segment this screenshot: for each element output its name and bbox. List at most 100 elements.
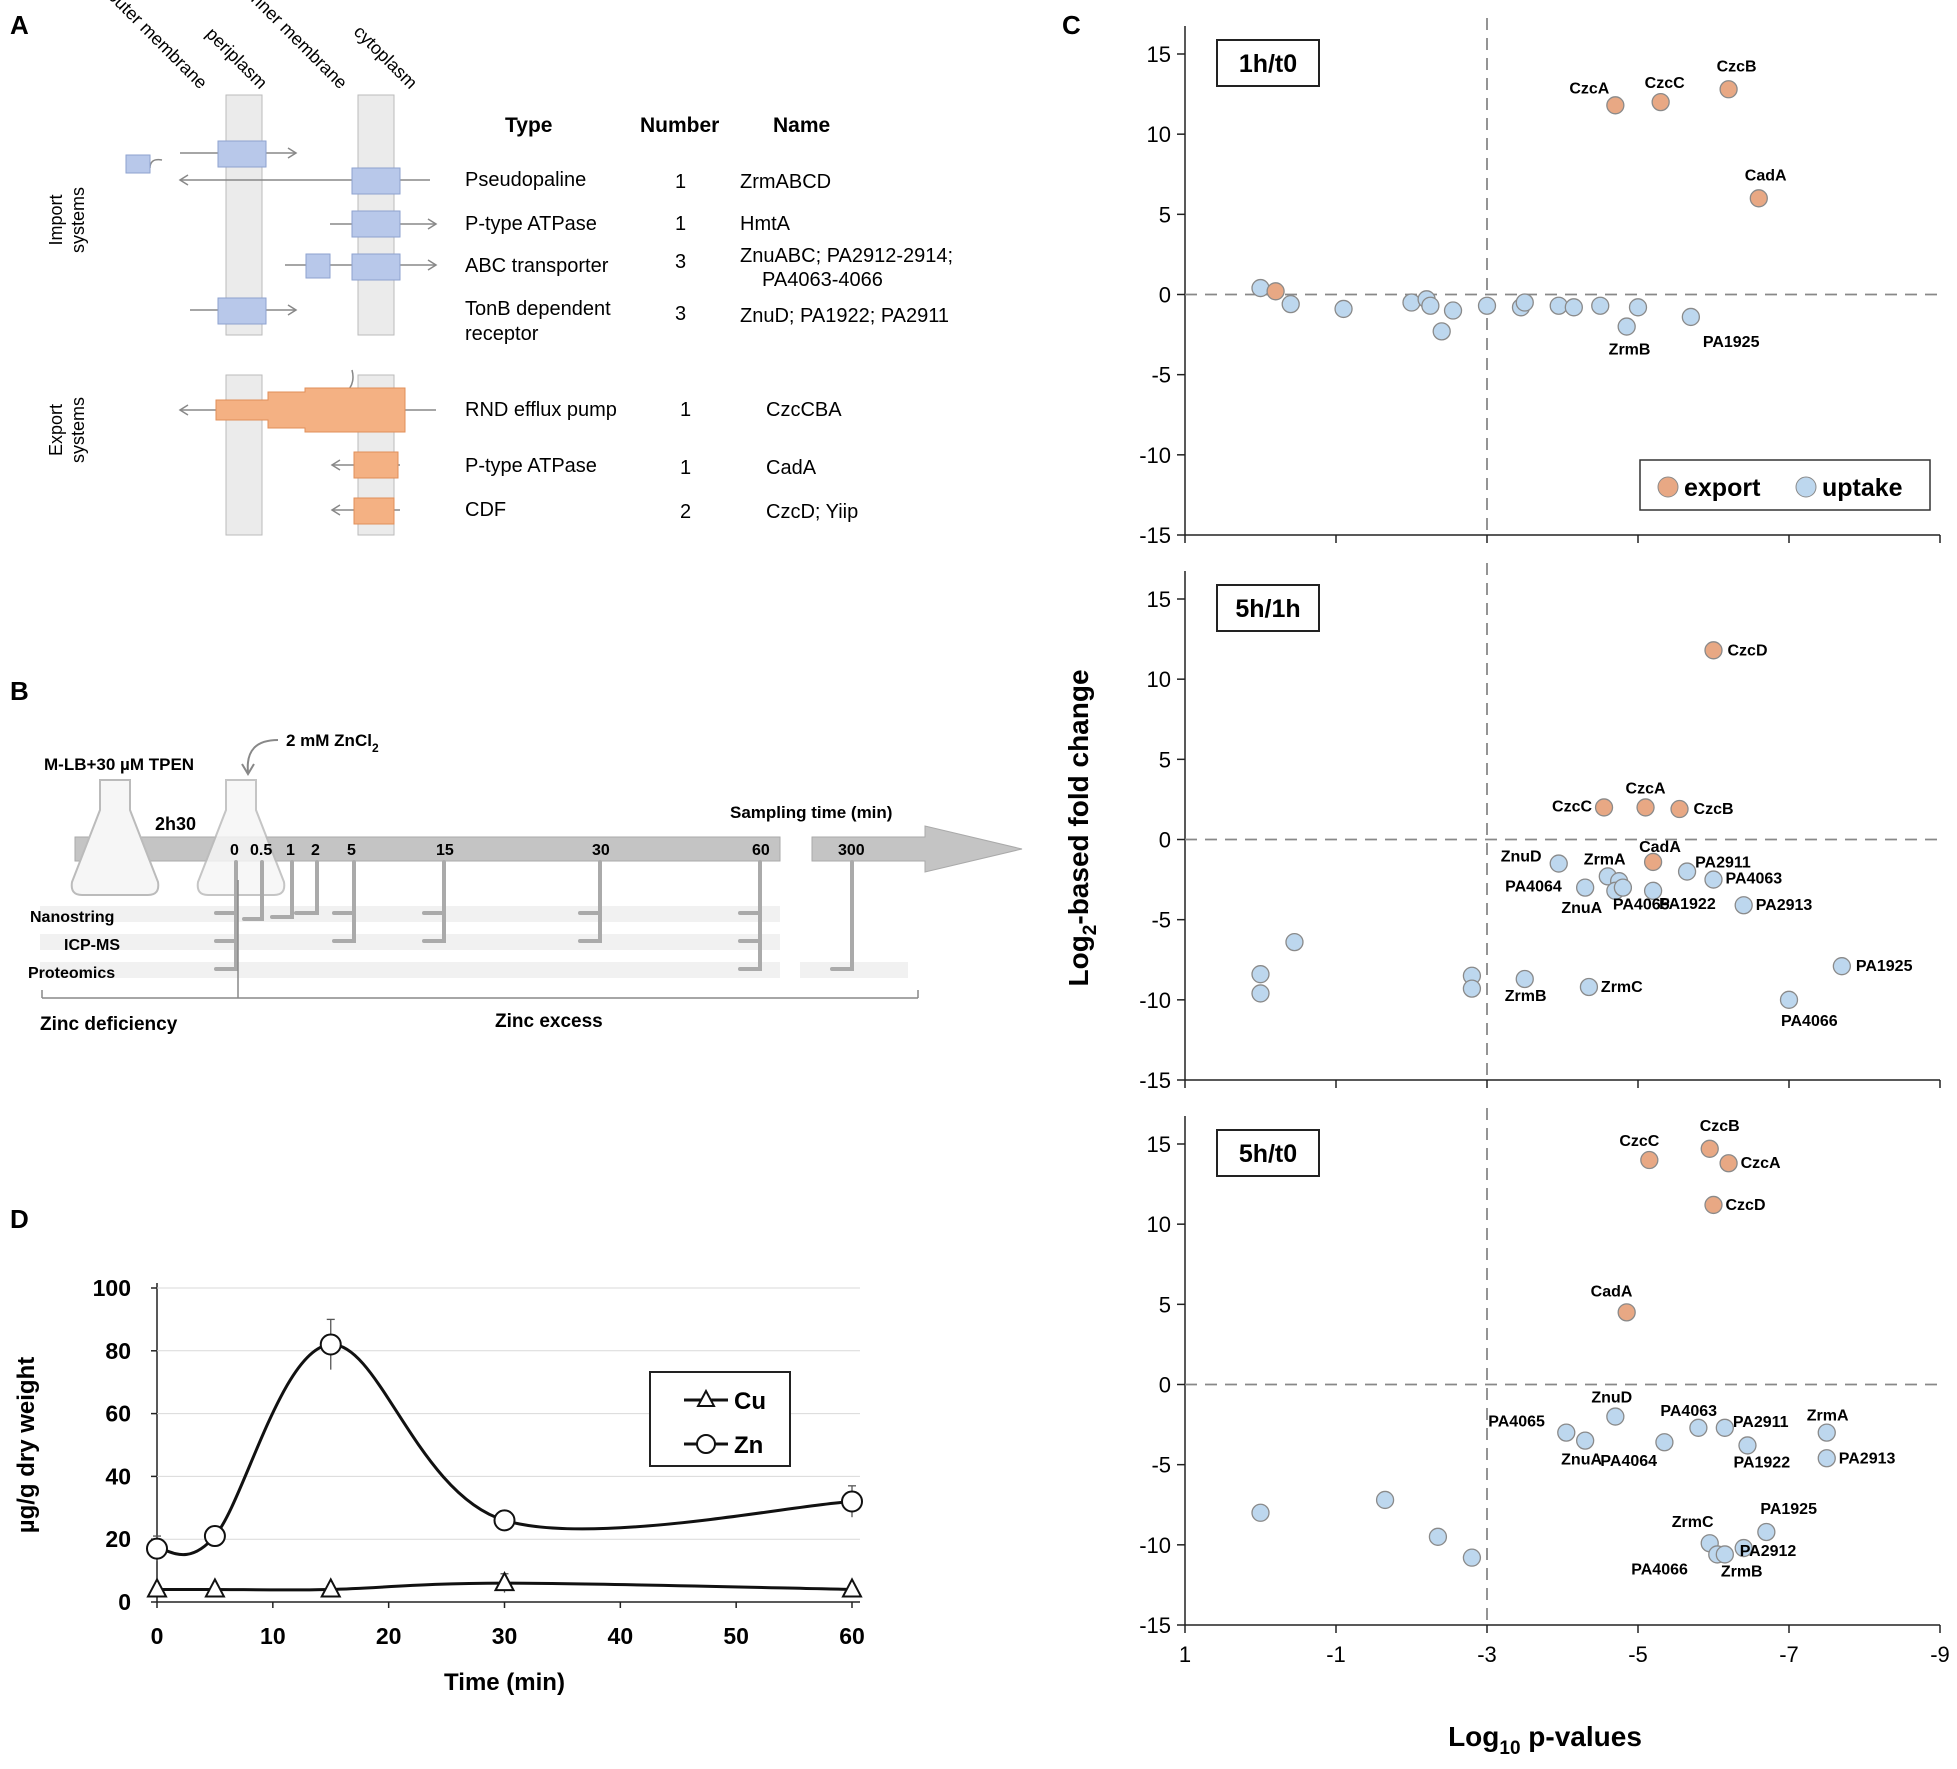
x-tick-label: 40 (608, 1623, 634, 1649)
row-number: 1 (675, 213, 686, 235)
export-systems-label-1: Export (46, 404, 66, 456)
table-header-name: Name (773, 114, 830, 137)
data-point-uptake (1421, 296, 1440, 315)
time-arrow-head (811, 825, 1023, 873)
x-tick-label: -5 (1628, 1642, 1648, 1667)
comparison-title-box (1216, 39, 1320, 87)
point-label: PA2911 (1733, 1414, 1789, 1431)
row-type: ABC transporter (465, 255, 609, 277)
y-tick-label: 40 (105, 1463, 131, 1489)
point-label: CzcB (1694, 801, 1734, 818)
row-number: 1 (680, 457, 691, 479)
point-label: PA1925 (1760, 1501, 1817, 1518)
time-arrow-body (74, 836, 781, 862)
y-tick-label: -10 (1139, 988, 1171, 1013)
point-label: CadA (1639, 839, 1681, 856)
data-point-uptake (1715, 1545, 1734, 1564)
row-type: TonB dependent (465, 298, 611, 320)
point-label: ZnuD (1501, 849, 1542, 866)
data-point-export (1670, 799, 1689, 819)
data-point-export (1617, 1303, 1636, 1322)
legend-box (649, 1371, 791, 1467)
data-point-uptake (1832, 957, 1851, 976)
point-label: ZrmC (1672, 1514, 1714, 1531)
point-label: ZrmB (1505, 988, 1547, 1005)
x-axis-title: Log10 p-values (1448, 1721, 1642, 1759)
data-point-cu (146, 1577, 168, 1598)
point-label: ZrmC (1601, 979, 1643, 996)
comparison-title: 5h/t0 (1239, 1140, 1297, 1168)
legend: export uptake (1639, 459, 1931, 511)
timepoint-label: 60 (752, 842, 770, 859)
y-tick-label: -10 (1139, 443, 1171, 468)
data-point-uptake (1689, 1418, 1708, 1437)
data-point-export (1640, 1150, 1659, 1170)
data-point-uptake (1402, 293, 1421, 312)
point-label: CzcC (1645, 75, 1685, 92)
data-point-export (1594, 798, 1614, 817)
y-tick-label: -10 (1139, 1533, 1171, 1558)
row-type: Pseudopaline (465, 169, 586, 191)
data-point-export (1700, 1139, 1719, 1158)
point-label: PA4066 (1631, 1561, 1688, 1578)
data-point-uptake (1251, 278, 1270, 298)
point-label: PA2913 (1756, 897, 1813, 914)
legend-label-zn: Zn (734, 1432, 763, 1459)
data-point-export (1266, 282, 1285, 301)
timepoint-label: 5 (347, 842, 356, 859)
legend-marker-cu (696, 1388, 716, 1407)
point-label: PA4065 (1613, 897, 1670, 914)
data-point-uptake (1606, 1407, 1625, 1426)
data-point-uptake (1564, 298, 1583, 317)
data-point-uptake (1515, 969, 1534, 989)
y-tick-label: -15 (1139, 1613, 1171, 1638)
point-label: ZrmB (1609, 342, 1651, 359)
data-point-zn (841, 1490, 863, 1513)
y-tick-label: 5 (1159, 202, 1171, 227)
point-label: CzcD (1726, 1197, 1766, 1214)
data-point-uptake (1779, 990, 1799, 1009)
panel-d: 0 20 40 60 80 100 0 10 20 30 40 50 60 Time (min) µg/g … (13, 1275, 865, 1696)
row-name: ZnuABC; PA2912-2914; (740, 245, 953, 267)
comparison-title: 1h/t0 (1239, 50, 1297, 78)
y-tick-label: 10 (1147, 1212, 1171, 1237)
import-systems-label-2: systems (68, 187, 88, 253)
export-systems-label-2: systems (68, 397, 88, 463)
y-tick-label: 0 (1159, 828, 1171, 853)
medium-label: M-LB+30 µM TPEN (44, 755, 194, 774)
panel-letter-c: C (1062, 10, 1081, 40)
data-point-export (1749, 189, 1768, 208)
data-point-uptake (1681, 307, 1700, 327)
point-label: CadA (1745, 167, 1787, 184)
outer-membrane-band (225, 94, 263, 336)
y-tick-label: 10 (1147, 667, 1171, 692)
row-type: RND efflux pump (465, 399, 617, 421)
point-label: ZrmA (1807, 1408, 1849, 1425)
point-label: PA4065 (1488, 1414, 1545, 1431)
y-tick-label: 0 (1159, 283, 1171, 308)
point-label: CzcC (1552, 798, 1592, 815)
method-label-nanostring: Nanostring (30, 909, 114, 926)
sampling-time-title: Sampling time (min) (730, 803, 892, 822)
data-point-uptake (1617, 317, 1636, 336)
addition-arrow-icon (246, 739, 279, 773)
data-point-uptake (1757, 1522, 1776, 1542)
row-name: CadA (766, 457, 817, 479)
timepoint-label: 30 (592, 842, 610, 859)
data-point-uptake (1428, 1527, 1448, 1546)
data-point-zn (146, 1537, 168, 1560)
compartment-label-outer-line1: outer membrane (104, 0, 212, 93)
data-point-uptake (1251, 984, 1270, 1003)
legend-export-label: export (1684, 474, 1761, 502)
row-name: PA4063-4066 (762, 269, 883, 291)
data-point-uptake (1817, 1423, 1836, 1442)
data-point-uptake (1715, 1418, 1734, 1437)
data-point-export (1719, 80, 1738, 99)
y-tick-label: -15 (1139, 1068, 1171, 1093)
data-point-uptake (1576, 1431, 1595, 1450)
timepoint-label: 2 (311, 842, 320, 859)
compartment-label-periplasm: periplasm (202, 24, 271, 93)
x-tick-label: 20 (376, 1623, 402, 1649)
point-label: PA4066 (1781, 1013, 1838, 1030)
data-point-uptake (1375, 1490, 1395, 1510)
